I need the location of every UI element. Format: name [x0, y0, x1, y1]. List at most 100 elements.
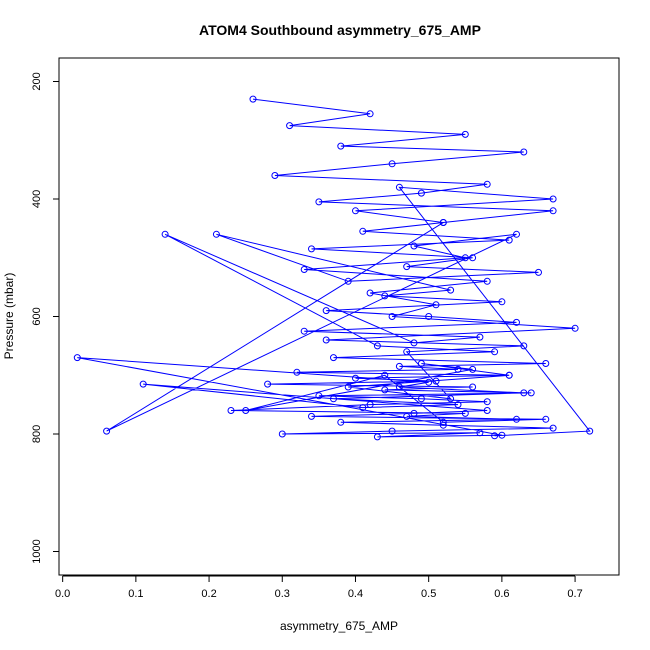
data-point — [308, 412, 315, 420]
data-point — [439, 219, 447, 226]
data-point — [322, 307, 330, 315]
data-point — [476, 429, 484, 437]
data-point — [505, 236, 513, 244]
data-point — [432, 301, 440, 309]
data-point — [322, 336, 330, 344]
data-point — [476, 333, 484, 341]
data-point — [330, 354, 337, 362]
data-point — [432, 377, 440, 385]
data-point — [469, 383, 477, 391]
data-point — [461, 409, 469, 417]
data-point — [586, 427, 594, 435]
data-point — [542, 360, 550, 367]
data-point — [513, 230, 520, 238]
data-point — [359, 227, 367, 235]
data-point — [388, 427, 396, 435]
data-point — [395, 183, 403, 191]
y-axis-label: Pressure (mbar) — [2, 273, 16, 360]
data-point — [542, 415, 550, 423]
data-point — [139, 380, 147, 388]
data-point — [161, 230, 169, 238]
data-point — [520, 342, 528, 350]
data-point — [483, 277, 491, 285]
data-point — [549, 207, 557, 215]
data-point — [461, 254, 469, 262]
data-point — [388, 160, 396, 168]
data-point — [381, 371, 389, 379]
x-tick-label: 0.0 — [55, 588, 70, 600]
data-point — [373, 433, 381, 441]
data-point — [300, 266, 308, 273]
data-point — [498, 431, 506, 439]
data-point — [366, 401, 374, 409]
data-point — [403, 348, 411, 356]
data-point — [483, 180, 491, 188]
data-point — [417, 189, 425, 197]
data-point — [447, 286, 455, 294]
data-point — [403, 412, 411, 420]
data-point — [264, 380, 272, 388]
data-point — [483, 407, 491, 414]
data-point — [425, 378, 433, 386]
data-point — [366, 289, 374, 297]
data-point — [520, 148, 528, 156]
x-axis: 0.0 0.1 0.2 0.3 0.4 0.5 0.6 0.7 — [55, 575, 583, 600]
x-tick-label: 0.6 — [494, 588, 509, 600]
data-point — [439, 418, 447, 426]
data-point — [293, 368, 301, 376]
plot-area-border — [58, 57, 620, 576]
data-point — [549, 195, 557, 203]
data-point — [439, 421, 447, 429]
data-point — [315, 198, 323, 206]
y-tick-label: 200 — [31, 72, 43, 90]
data-point — [249, 95, 257, 103]
data-point — [410, 242, 418, 250]
data-point — [352, 207, 359, 215]
data-point — [425, 313, 433, 320]
data-point — [344, 383, 352, 391]
data-point — [527, 389, 535, 397]
data-point — [395, 383, 403, 391]
data-point — [461, 130, 469, 138]
data-point — [381, 292, 389, 300]
data-point — [308, 245, 315, 253]
data-point — [315, 392, 323, 400]
data-point — [212, 230, 220, 238]
data-point — [505, 371, 513, 379]
data-point — [359, 404, 367, 412]
data-point — [535, 268, 542, 276]
series-layer — [73, 95, 594, 441]
data-point — [410, 339, 418, 347]
data-point — [337, 418, 345, 426]
data-point — [300, 327, 308, 335]
data-point — [483, 398, 491, 406]
data-point — [520, 389, 528, 397]
x-tick-label: 0.1 — [128, 588, 143, 600]
data-point — [454, 365, 462, 373]
data-point — [337, 142, 345, 150]
data-point — [242, 407, 250, 414]
data-point — [373, 342, 381, 350]
data-point — [352, 374, 359, 382]
data-point — [286, 122, 294, 130]
data-point — [469, 365, 477, 373]
chart-title: ATOM4 Southbound asymmetry_675_AMP — [199, 22, 481, 38]
data-point — [513, 415, 520, 423]
y-axis: 200 400 600 800 1000 — [31, 72, 60, 564]
x-tick-label: 0.2 — [201, 588, 216, 600]
y-tick-label: 1000 — [31, 539, 43, 563]
data-point — [549, 424, 557, 432]
data-point — [330, 395, 337, 403]
data-point — [417, 360, 425, 367]
data-point — [410, 409, 418, 417]
x-tick-label: 0.4 — [348, 588, 363, 600]
data-point — [417, 395, 425, 403]
data-point — [454, 401, 462, 409]
data-point — [388, 313, 396, 320]
data-point — [344, 277, 352, 285]
data-point — [498, 298, 506, 306]
data-point — [513, 318, 520, 326]
x-tick-label: 0.5 — [421, 588, 436, 600]
data-point — [491, 432, 499, 440]
